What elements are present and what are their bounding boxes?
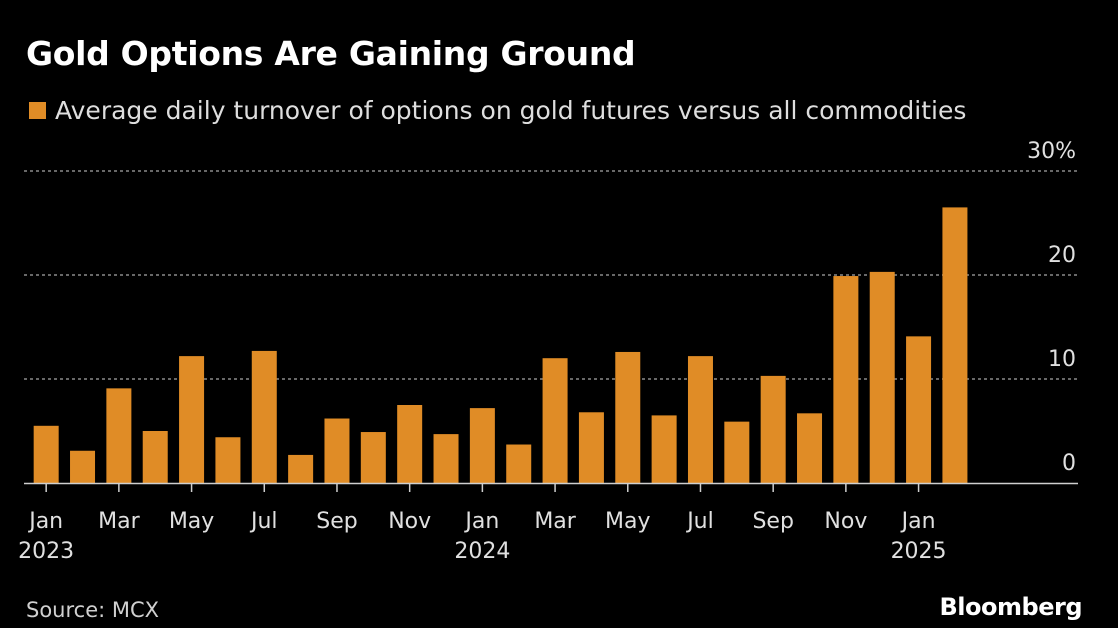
bar: Nov 2023: 7.5 <box>397 405 423 483</box>
y-tick-label: 30% <box>1027 139 1076 164</box>
x-tick-label-month: Jan <box>900 509 936 534</box>
x-tick-label-year: 2025 <box>891 539 947 564</box>
bar: Jan 2025: 14.1 <box>906 336 932 483</box>
y-tick-label: 0 <box>1062 451 1076 476</box>
bar: Jan 2023: 5.5 <box>33 425 59 483</box>
x-tick-label-month: Sep <box>752 509 793 534</box>
bar: Dec 2023: 4.7 <box>433 434 459 483</box>
bar: Sep 2024: 10.3 <box>760 375 786 483</box>
x-tick-label-month: May <box>169 509 214 534</box>
bar: Jan 2024: 7.2 <box>469 408 495 483</box>
x-tick-label-month: Sep <box>316 509 357 534</box>
bar: May 2024: 12.6 <box>615 351 641 483</box>
y-tick-label: 10 <box>1048 347 1076 372</box>
bloomberg-logo: Bloomberg <box>939 593 1083 621</box>
bar: Jun 2023: 4.4 <box>215 437 241 483</box>
bar: Feb 2024: 3.7 <box>506 444 532 483</box>
x-tick-label-month: Jul <box>249 509 278 534</box>
bar: Mar 2024: 12 <box>542 358 568 483</box>
y-tick-label: 20 <box>1048 243 1076 268</box>
bar: Mar 2023: 9.1 <box>106 388 132 483</box>
x-tick-label-month: May <box>605 509 650 534</box>
x-tick-label-year: 2023 <box>18 539 74 564</box>
bar: Dec 2024: 20.3 <box>869 271 895 483</box>
x-tick-label-month: Jan <box>463 509 499 534</box>
x-tick-label-month: Mar <box>534 509 576 534</box>
x-axis: Jan 2023 Mar May Jul Sep Nov Jan 2024 Mar May Jul Se… <box>18 482 1078 564</box>
x-tick-label-month: Jul <box>685 509 714 534</box>
bar: Nov 2024: 19.9 <box>833 276 859 483</box>
bar: Aug 2023: 2.7 <box>288 454 314 483</box>
bar: Oct 2023: 4.9 <box>360 432 386 483</box>
x-tick-label-month: Nov <box>824 509 867 534</box>
x-tick-label-year: 2024 <box>454 539 510 564</box>
bar: Jun 2024: 6.5 <box>651 415 677 483</box>
source-note: Source: MCX <box>26 598 160 622</box>
x-tick-label-month: Jan <box>27 509 63 534</box>
bar: Oct 2024: 6.7 <box>797 413 823 483</box>
bar: Feb 2023: 3.1 <box>70 450 96 483</box>
legend: Average daily turnover of options on gol… <box>29 96 966 125</box>
chart-title: Gold Options Are Gaining Ground <box>26 34 636 73</box>
x-tick-label-month: Nov <box>388 509 431 534</box>
bar: Jul 2023: 12.7 <box>251 350 277 483</box>
bar: May 2023: 12.2 <box>179 356 205 483</box>
x-tick-label-month: Mar <box>98 509 140 534</box>
bar: Apr 2024: 6.8 <box>578 412 604 483</box>
bar: Apr 2023: 5 <box>142 431 168 483</box>
y-axis-labels: 0 10 20 30% <box>1027 139 1076 476</box>
bar: Sep 2023: 6.2 <box>324 418 350 483</box>
bar: Feb 2025: 26.5 <box>942 207 968 483</box>
legend-swatch <box>29 102 46 119</box>
bar: Aug 2024: 5.9 <box>724 421 750 483</box>
bars: Jan 2023: 5.5 Feb 2023: 3.1 Mar 2023: 9.1 A… <box>33 207 968 483</box>
bar: Jul 2024: 12.2 <box>687 356 713 483</box>
legend-label: Average daily turnover of options on gol… <box>55 96 967 125</box>
